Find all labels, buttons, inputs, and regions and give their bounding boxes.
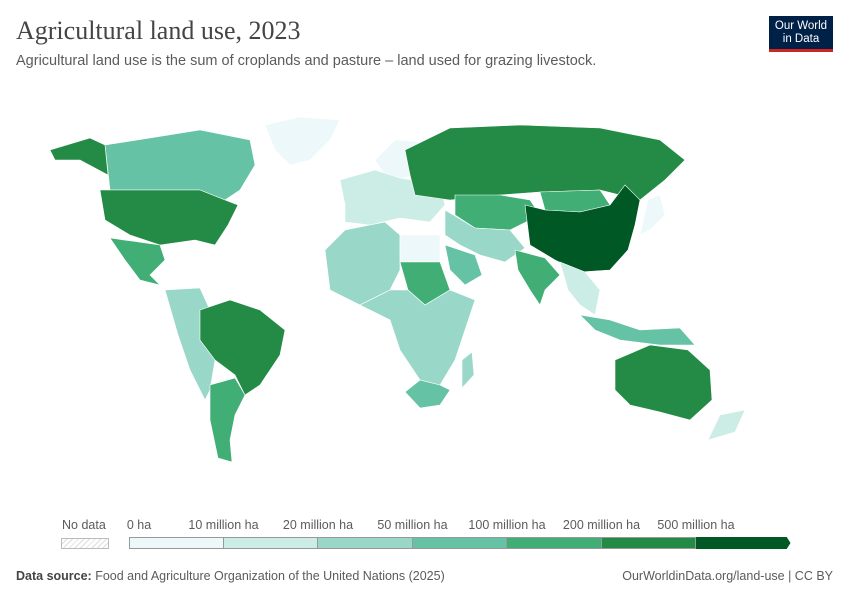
legend-bin: [507, 537, 602, 549]
country-mexico[interactable]: [109, 237, 166, 286]
data-source: Data source: Food and Agriculture Organi…: [16, 569, 445, 583]
world-map[interactable]: [0, 110, 850, 510]
legend-tick-label: 20 million ha: [282, 518, 354, 532]
legend-bin: [601, 537, 696, 549]
legend-bin: [223, 537, 318, 549]
country-russia[interactable]: [404, 124, 686, 201]
owid-logo[interactable]: Our World in Data: [769, 16, 833, 52]
country-north-africa[interactable]: [324, 221, 401, 306]
legend-tick-label: 0 ha: [126, 518, 152, 532]
country-japan[interactable]: [639, 194, 666, 236]
legend-tick-label: 200 million ha: [562, 518, 641, 532]
country-iran-region[interactable]: [444, 209, 526, 263]
legend-bin: [696, 537, 791, 549]
country-southeast-asia[interactable]: [559, 261, 601, 316]
country-saudi-arabia[interactable]: [444, 244, 483, 286]
chart-title: Agricultural land use, 2023: [16, 16, 301, 45]
country-egypt[interactable]: [399, 234, 441, 263]
legend-tick-label: 500 million ha: [657, 518, 735, 532]
source-link[interactable]: OurWorldinData.org/land-use | CC BY: [622, 569, 833, 583]
legend-bin: [129, 537, 224, 549]
country-brazil[interactable]: [199, 299, 286, 396]
country-argentina[interactable]: [209, 377, 246, 463]
country-china[interactable]: [524, 184, 641, 273]
country-greenland[interactable]: [264, 116, 341, 166]
legend-tick-label: 10 million ha: [188, 518, 259, 532]
country-kazakhstan[interactable]: [454, 194, 541, 231]
legend-bin: [412, 537, 507, 549]
source-label: Data source:: [16, 569, 92, 583]
country-madagascar[interactable]: [461, 351, 475, 389]
country-south-africa[interactable]: [404, 379, 451, 409]
country-canada[interactable]: [104, 129, 256, 201]
legend-bin: [318, 537, 413, 549]
legend-tick-label: 50 million ha: [377, 518, 448, 532]
chart-subtitle: Agricultural land use is the sum of crop…: [16, 53, 597, 69]
country-indonesia[interactable]: [579, 314, 696, 346]
country-australia[interactable]: [614, 344, 713, 421]
source-text: Food and Agriculture Organization of the…: [95, 569, 445, 583]
legend-tick-label: 100 million ha: [468, 518, 546, 532]
country-united-states[interactable]: [49, 137, 239, 246]
country-central-africa[interactable]: [359, 289, 476, 386]
legend-no-data-label: No data: [62, 518, 106, 532]
country-new-zealand[interactable]: [707, 409, 746, 441]
country-india[interactable]: [514, 249, 561, 306]
legend-no-data-swatch: [61, 538, 109, 549]
